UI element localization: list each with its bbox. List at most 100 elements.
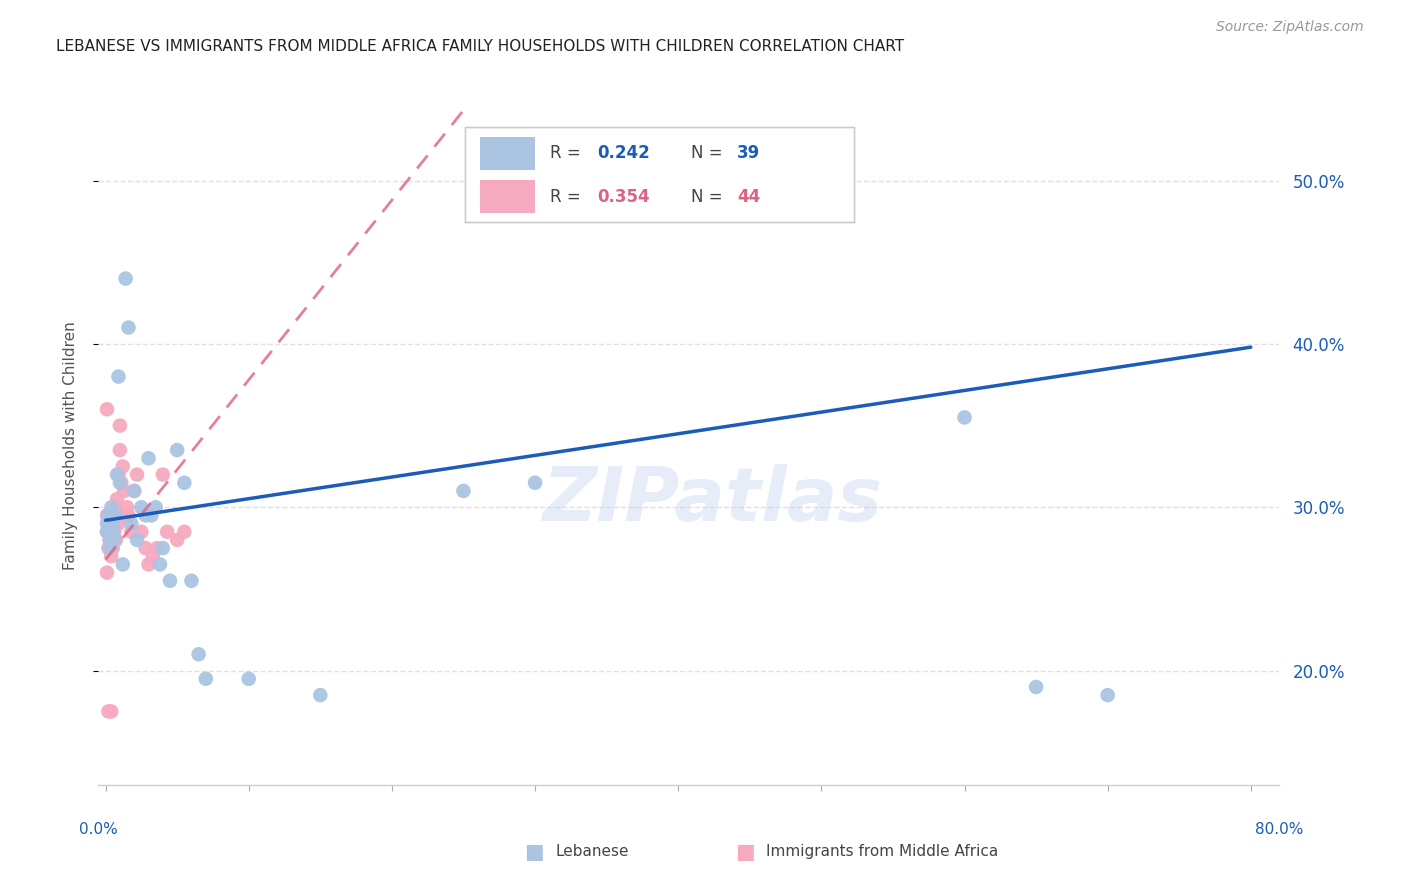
Text: 80.0%: 80.0% <box>1256 822 1303 837</box>
Point <box>142 549 165 564</box>
Point <box>96 524 118 539</box>
Point <box>238 672 260 686</box>
Point <box>138 451 160 466</box>
Point <box>98 533 121 547</box>
Text: Source: ZipAtlas.com: Source: ZipAtlas.com <box>1216 21 1364 34</box>
Point <box>194 672 217 686</box>
Point <box>100 549 122 564</box>
Text: 0.354: 0.354 <box>598 187 650 206</box>
Point <box>101 541 124 555</box>
Point <box>122 483 145 498</box>
Text: 44: 44 <box>737 187 761 206</box>
Point <box>120 524 142 539</box>
Point <box>149 558 172 572</box>
Point <box>122 483 145 498</box>
Point <box>166 533 188 547</box>
Point <box>97 516 120 531</box>
Point <box>135 508 157 523</box>
Point <box>104 533 127 547</box>
Point <box>108 443 131 458</box>
Point <box>108 475 131 490</box>
Point <box>98 533 121 547</box>
Point <box>101 508 124 523</box>
Text: ■: ■ <box>735 842 755 862</box>
Point <box>96 508 118 523</box>
Point <box>524 475 547 490</box>
Text: LEBANESE VS IMMIGRANTS FROM MIDDLE AFRICA FAMILY HOUSEHOLDS WITH CHILDREN CORREL: LEBANESE VS IMMIGRANTS FROM MIDDLE AFRIC… <box>56 38 904 54</box>
Text: 0.242: 0.242 <box>598 144 650 162</box>
Point <box>101 524 124 539</box>
Point <box>125 533 148 547</box>
Point <box>156 524 179 539</box>
Point <box>105 508 128 523</box>
Point <box>107 369 129 384</box>
Point <box>131 500 153 515</box>
Text: N =: N = <box>690 144 727 162</box>
Point <box>453 483 475 498</box>
Point <box>100 500 122 515</box>
Point <box>159 574 181 588</box>
Point <box>152 467 174 482</box>
Point <box>97 541 120 555</box>
Bar <box>479 136 534 170</box>
Point <box>141 508 163 523</box>
Point <box>103 533 125 547</box>
Text: Immigrants from Middle Africa: Immigrants from Middle Africa <box>766 845 998 859</box>
Point <box>187 647 209 661</box>
Point <box>138 558 160 572</box>
Point <box>100 705 122 719</box>
Point <box>98 533 121 547</box>
Point <box>145 500 167 515</box>
Point <box>101 516 124 531</box>
Text: Lebanese: Lebanese <box>555 845 628 859</box>
Text: 39: 39 <box>737 144 761 162</box>
Text: R =: R = <box>550 187 586 206</box>
Point <box>131 524 153 539</box>
Point <box>117 320 139 334</box>
Point <box>117 508 139 523</box>
Point <box>96 402 118 417</box>
Point <box>173 524 195 539</box>
Point <box>111 459 134 474</box>
Text: 0.0%: 0.0% <box>79 822 118 837</box>
Point <box>98 541 121 555</box>
Text: N =: N = <box>690 187 727 206</box>
Point <box>173 475 195 490</box>
Point <box>103 524 125 539</box>
Point <box>97 508 120 523</box>
Point <box>104 508 127 523</box>
Point <box>107 516 129 531</box>
Point <box>96 516 118 531</box>
Point <box>180 574 202 588</box>
Y-axis label: Family Households with Children: Family Households with Children <box>63 322 77 570</box>
Text: ZIPatlas: ZIPatlas <box>543 464 883 537</box>
Point <box>101 524 124 539</box>
Point <box>114 271 136 285</box>
Point <box>98 541 121 555</box>
Text: ■: ■ <box>524 842 544 862</box>
Point <box>100 524 122 539</box>
Point <box>166 443 188 458</box>
Point <box>115 500 138 515</box>
Point <box>104 500 127 515</box>
Text: R =: R = <box>550 144 586 162</box>
Point <box>104 533 127 547</box>
Point <box>125 467 148 482</box>
Point <box>107 467 129 482</box>
Point <box>1097 688 1119 702</box>
Point <box>309 688 332 702</box>
Point <box>96 524 118 539</box>
Point <box>105 467 128 482</box>
Point <box>112 483 135 498</box>
Point <box>1025 680 1047 694</box>
Point <box>103 516 125 531</box>
Bar <box>479 179 534 213</box>
Point <box>135 541 157 555</box>
Point <box>146 541 169 555</box>
Point <box>152 541 174 555</box>
Point <box>111 558 134 572</box>
Point <box>953 410 976 425</box>
Point <box>105 492 128 507</box>
Point <box>97 705 120 719</box>
Point <box>110 475 132 490</box>
